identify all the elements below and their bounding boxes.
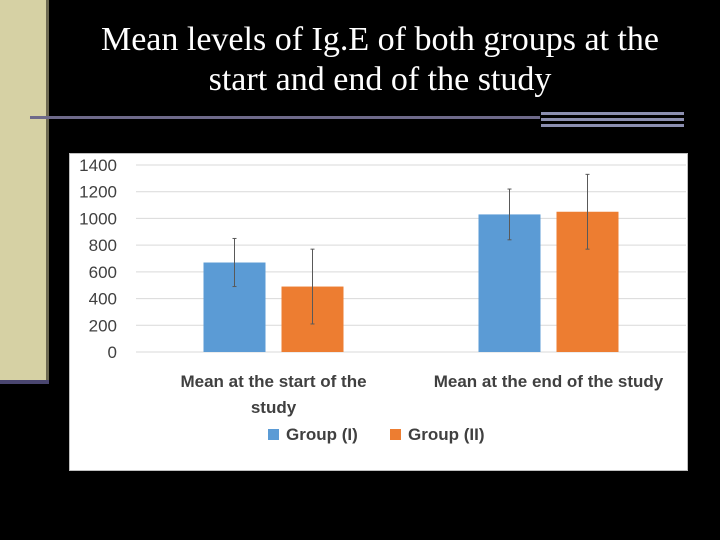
legend-label: Group (II) — [408, 425, 484, 444]
decorative-side-bar-base — [0, 380, 49, 384]
y-tick-label: 1200 — [79, 183, 117, 202]
title-divider-accent-3 — [541, 124, 684, 127]
y-tick-label: 0 — [108, 343, 117, 362]
x-category-label: study — [251, 398, 297, 417]
bar-chart: 0 200 400 600 800 1000 1200 1400 Mean at the sta… — [79, 156, 686, 444]
title-divider — [30, 116, 540, 119]
y-tick-label: 1000 — [79, 209, 117, 228]
decorative-side-bar-shadow — [46, 0, 49, 383]
slide-title-line-2: start and end of the study — [208, 61, 552, 98]
slide-title: Mean levels of Ig.E of both groups at th… — [60, 20, 700, 100]
x-category-label: Mean at the start of the — [180, 372, 366, 391]
legend-swatch — [268, 429, 279, 440]
y-tick-label: 800 — [89, 236, 117, 255]
decorative-side-bar — [0, 0, 46, 383]
chart-area: 0 200 400 600 800 1000 1200 1400 Mean at the sta… — [69, 153, 688, 471]
title-divider-accent-2 — [541, 118, 684, 121]
legend-swatch — [390, 429, 401, 440]
y-tick-label: 200 — [89, 316, 117, 335]
y-tick-label: 400 — [89, 290, 117, 309]
x-category-label: Mean at the end of the study — [434, 372, 664, 391]
legend-label: Group (I) — [286, 425, 358, 444]
title-divider-accent-1 — [541, 112, 684, 115]
y-tick-label: 600 — [89, 263, 117, 282]
slide-title-line-1: Mean levels of Ig.E of both groups at th… — [100, 21, 660, 58]
y-tick-label: 1400 — [79, 156, 117, 175]
